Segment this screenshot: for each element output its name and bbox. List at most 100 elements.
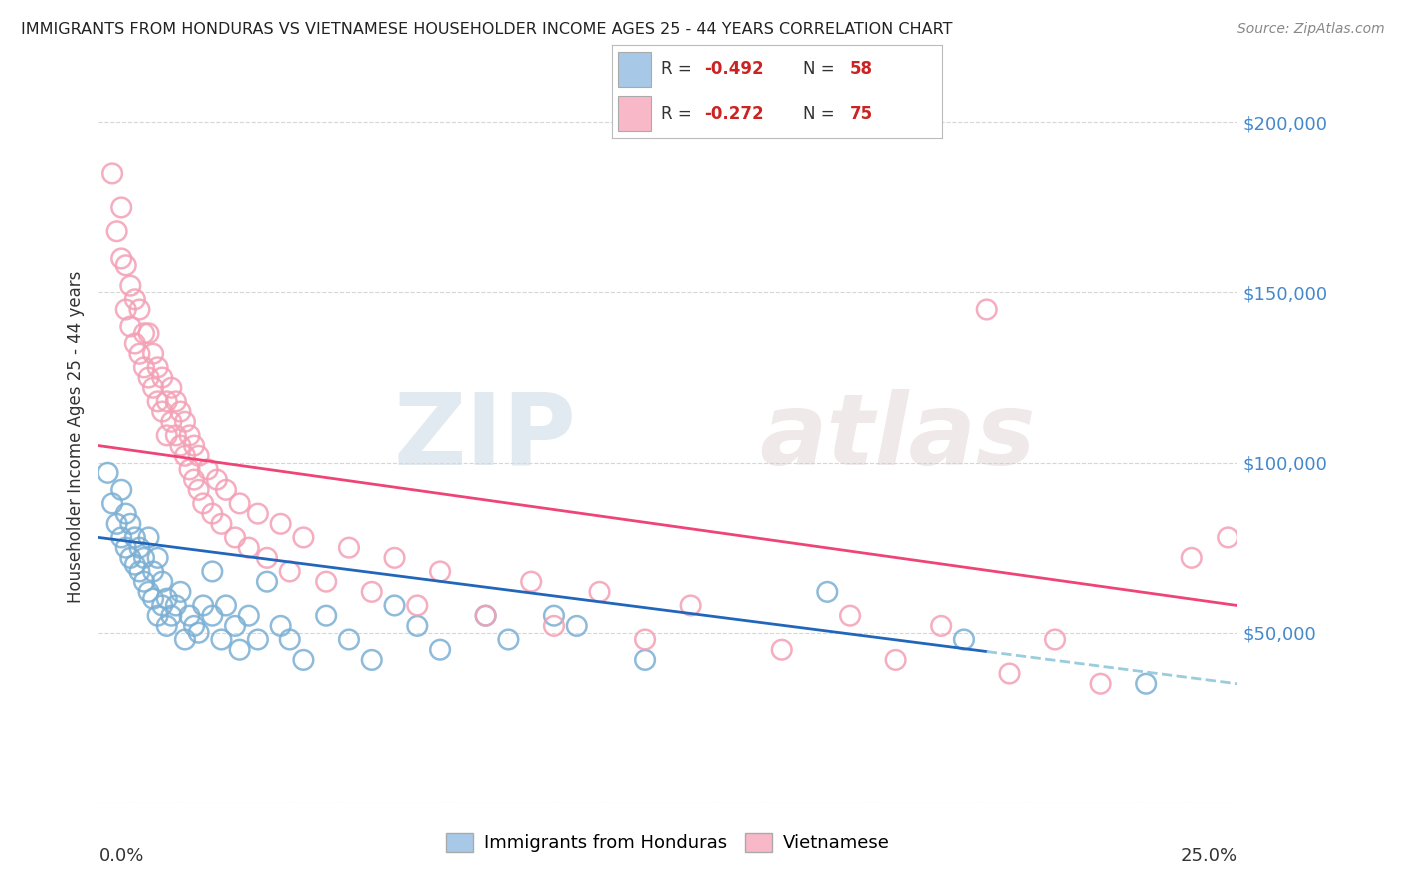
Point (110, 252, 132, 266)
Point (634, 632, 657, 647)
Point (429, 642, 451, 657)
Point (929, 619, 952, 633)
Text: 58: 58 (849, 60, 873, 78)
Point (146, 360, 169, 375)
Point (132, 550, 155, 565)
Point (187, 483, 209, 497)
Point (205, 473, 228, 487)
Point (179, 462, 201, 476)
Point (384, 599, 406, 613)
Point (839, 608, 862, 623)
Point (679, 599, 702, 613)
Text: 75: 75 (849, 105, 873, 123)
Point (138, 370, 160, 384)
Point (150, 370, 173, 384)
Point (124, 293, 146, 307)
Point (337, 541, 360, 555)
Point (565, 619, 588, 633)
Point (132, 574, 155, 589)
Point (238, 541, 260, 555)
Point (150, 404, 173, 418)
Point (169, 585, 191, 599)
Point (634, 653, 657, 667)
Point (138, 531, 160, 545)
Point (209, 632, 232, 647)
Text: atlas: atlas (759, 389, 1035, 485)
Point (165, 394, 187, 409)
Point (197, 462, 219, 476)
Text: 25.0%: 25.0% (1180, 847, 1237, 864)
Point (193, 599, 215, 613)
Point (114, 302, 136, 317)
Point (169, 439, 191, 453)
Point (256, 574, 278, 589)
Point (114, 541, 136, 555)
Point (179, 428, 201, 442)
Point (105, 516, 128, 531)
Point (193, 496, 215, 510)
Point (270, 516, 292, 531)
Text: R =: R = (661, 60, 697, 78)
Point (238, 608, 260, 623)
Text: R =: R = (661, 105, 697, 123)
Point (156, 394, 179, 409)
Point (406, 619, 429, 633)
Point (114, 507, 136, 521)
Point (256, 550, 278, 565)
Point (998, 666, 1021, 681)
Point (384, 550, 406, 565)
Point (183, 473, 205, 487)
Text: N =: N = (803, 105, 841, 123)
Text: N =: N = (803, 60, 841, 78)
Point (120, 550, 142, 565)
Point (201, 507, 224, 521)
Point (146, 394, 169, 409)
Point (101, 496, 124, 510)
Point (128, 565, 150, 579)
Point (174, 449, 197, 463)
Y-axis label: Householder Income Ages 25 - 44 years: Householder Income Ages 25 - 44 years (66, 271, 84, 603)
Point (114, 258, 136, 272)
Point (201, 565, 224, 579)
Point (150, 599, 173, 613)
Point (142, 347, 165, 361)
Point (520, 574, 543, 589)
Point (337, 632, 360, 647)
Point (128, 347, 150, 361)
Point (201, 608, 224, 623)
Point (101, 166, 124, 180)
Point (228, 496, 250, 510)
Point (110, 531, 132, 545)
Point (209, 516, 232, 531)
Point (105, 224, 128, 238)
Point (183, 619, 205, 633)
Point (120, 516, 142, 531)
Point (142, 381, 165, 395)
Point (96, 466, 118, 480)
Point (132, 326, 155, 341)
Point (138, 326, 160, 341)
Point (543, 608, 565, 623)
Point (429, 565, 451, 579)
Point (474, 608, 496, 623)
Point (128, 541, 150, 555)
Point (165, 428, 187, 442)
Point (187, 625, 209, 640)
Point (124, 531, 146, 545)
Point (953, 632, 976, 647)
Point (1135, 677, 1157, 691)
Point (246, 632, 269, 647)
Point (169, 404, 191, 418)
Point (179, 608, 201, 623)
Point (543, 619, 565, 633)
Text: IMMIGRANTS FROM HONDURAS VS VIETNAMESE HOUSEHOLDER INCOME AGES 25 - 44 YEARS COR: IMMIGRANTS FROM HONDURAS VS VIETNAMESE H… (21, 22, 953, 37)
Point (156, 591, 179, 606)
Point (146, 550, 169, 565)
Point (224, 619, 246, 633)
Point (160, 608, 183, 623)
Point (976, 302, 998, 317)
Point (150, 574, 173, 589)
Point (270, 619, 292, 633)
Point (770, 642, 793, 657)
Point (187, 449, 209, 463)
